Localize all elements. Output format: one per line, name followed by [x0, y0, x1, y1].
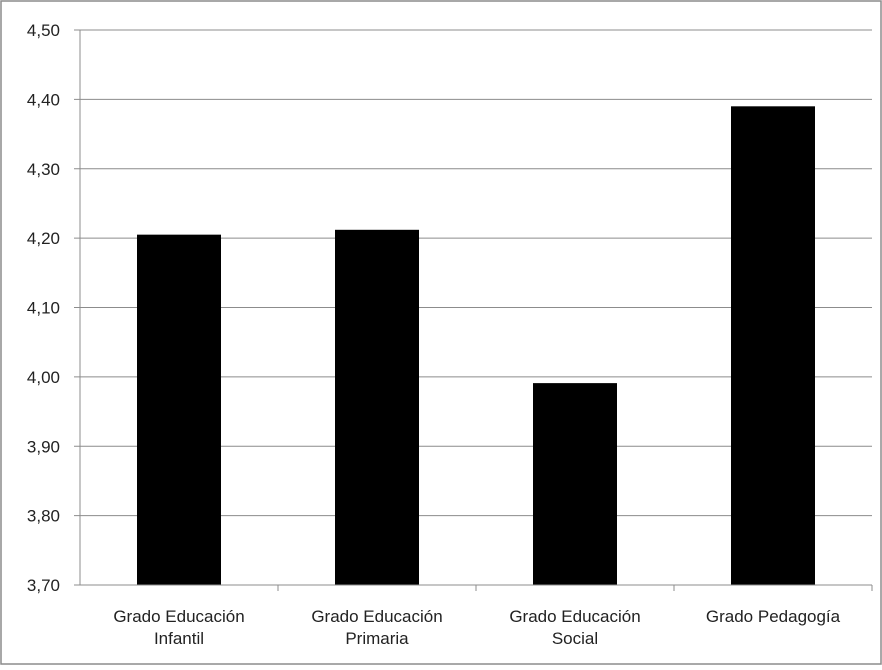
- bar: [335, 229, 419, 586]
- y-tick-label: 4,20: [27, 229, 60, 248]
- bar: [533, 383, 617, 585]
- y-tick-label: 3,90: [27, 437, 60, 456]
- axes: [79, 30, 872, 586]
- y-tick-label: 4,10: [27, 299, 60, 318]
- x-tick-label: Primaria: [345, 629, 409, 648]
- y-tick-label: 4,30: [27, 160, 60, 179]
- x-tick-label: Grado Educación: [113, 607, 244, 626]
- y-tick-label: 3,80: [27, 507, 60, 526]
- x-tick-labels: Grado Educación Infantil Grado Educación Pr…: [113, 607, 840, 648]
- x-tick-label: Infantil: [154, 629, 204, 648]
- x-tick-label: Grado Educación: [509, 607, 640, 626]
- y-tick-label: 3,70: [27, 576, 60, 595]
- bar: [731, 106, 815, 585]
- x-tick-label: Social: [552, 629, 598, 648]
- bar: [137, 234, 221, 585]
- y-tick-label: 4,00: [27, 368, 60, 387]
- y-tick-label: 4,50: [27, 21, 60, 40]
- x-tick-label: Grado Educación: [311, 607, 442, 626]
- x-tick-label: Grado Pedagogía: [706, 607, 841, 626]
- y-tick-label: 4,40: [27, 90, 60, 109]
- y-tick-labels: 3,70 3,80 3,90 4,00 4,10 4,20 4,30 4,40 4,50: [27, 21, 60, 595]
- bars: [137, 106, 873, 591]
